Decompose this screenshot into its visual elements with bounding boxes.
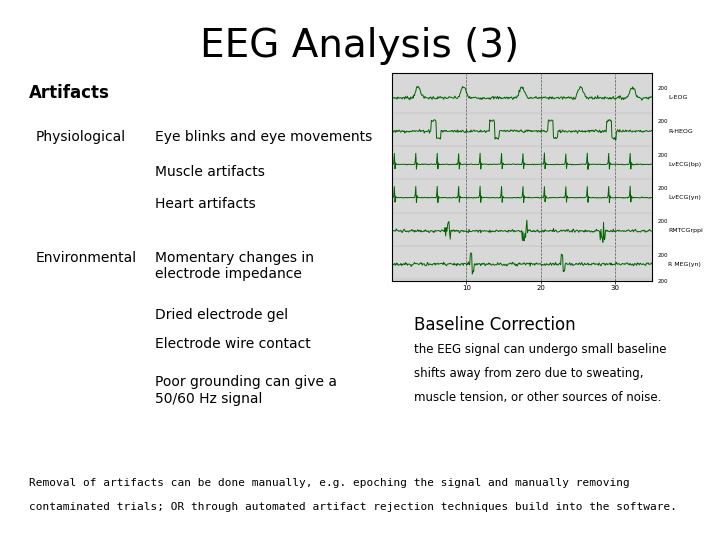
Text: EEG Analysis (3): EEG Analysis (3) bbox=[200, 27, 520, 65]
Text: shifts away from zero due to sweating,: shifts away from zero due to sweating, bbox=[414, 367, 644, 380]
Text: Electrode wire contact: Electrode wire contact bbox=[155, 338, 310, 352]
Text: Muscle artifacts: Muscle artifacts bbox=[155, 165, 265, 179]
Text: Removal of artifacts can be done manually, e.g. epoching the signal and manually: Removal of artifacts can be done manuall… bbox=[29, 478, 629, 488]
Text: Dried electrode gel: Dried electrode gel bbox=[155, 308, 288, 322]
Text: 200: 200 bbox=[657, 186, 667, 191]
Text: 200: 200 bbox=[657, 279, 667, 284]
Text: 200: 200 bbox=[657, 253, 667, 258]
Text: Heart artifacts: Heart artifacts bbox=[155, 197, 256, 211]
Text: Physiological: Physiological bbox=[36, 130, 126, 144]
Text: 200: 200 bbox=[657, 219, 667, 224]
Text: Poor grounding can give a
50/60 Hz signal: Poor grounding can give a 50/60 Hz signa… bbox=[155, 375, 337, 406]
Text: contaminated trials; OR through automated artifact rejection techniques build in: contaminated trials; OR through automate… bbox=[29, 502, 677, 512]
Text: the EEG signal can undergo small baseline: the EEG signal can undergo small baselin… bbox=[414, 343, 667, 356]
Text: muscle tension, or other sources of noise.: muscle tension, or other sources of nois… bbox=[414, 392, 662, 404]
Text: Momentary changes in
electrode impedance: Momentary changes in electrode impedance bbox=[155, 251, 314, 281]
Text: L-EOG: L-EOG bbox=[668, 96, 688, 100]
Text: 200: 200 bbox=[657, 86, 667, 91]
Text: Eye blinks and eye movements: Eye blinks and eye movements bbox=[155, 130, 372, 144]
Text: Environmental: Environmental bbox=[36, 251, 137, 265]
Text: Artifacts: Artifacts bbox=[29, 84, 109, 102]
Text: LvECG(yn): LvECG(yn) bbox=[668, 195, 701, 200]
Text: Baseline Correction: Baseline Correction bbox=[414, 316, 575, 334]
Text: R MEG(yn): R MEG(yn) bbox=[668, 262, 701, 267]
Text: 200: 200 bbox=[657, 119, 667, 124]
Text: 200: 200 bbox=[657, 153, 667, 158]
Text: LvECG(bp): LvECG(bp) bbox=[668, 162, 701, 167]
Text: R-HEOG: R-HEOG bbox=[668, 129, 693, 133]
Text: RMTCGrppi: RMTCGrppi bbox=[668, 228, 703, 233]
